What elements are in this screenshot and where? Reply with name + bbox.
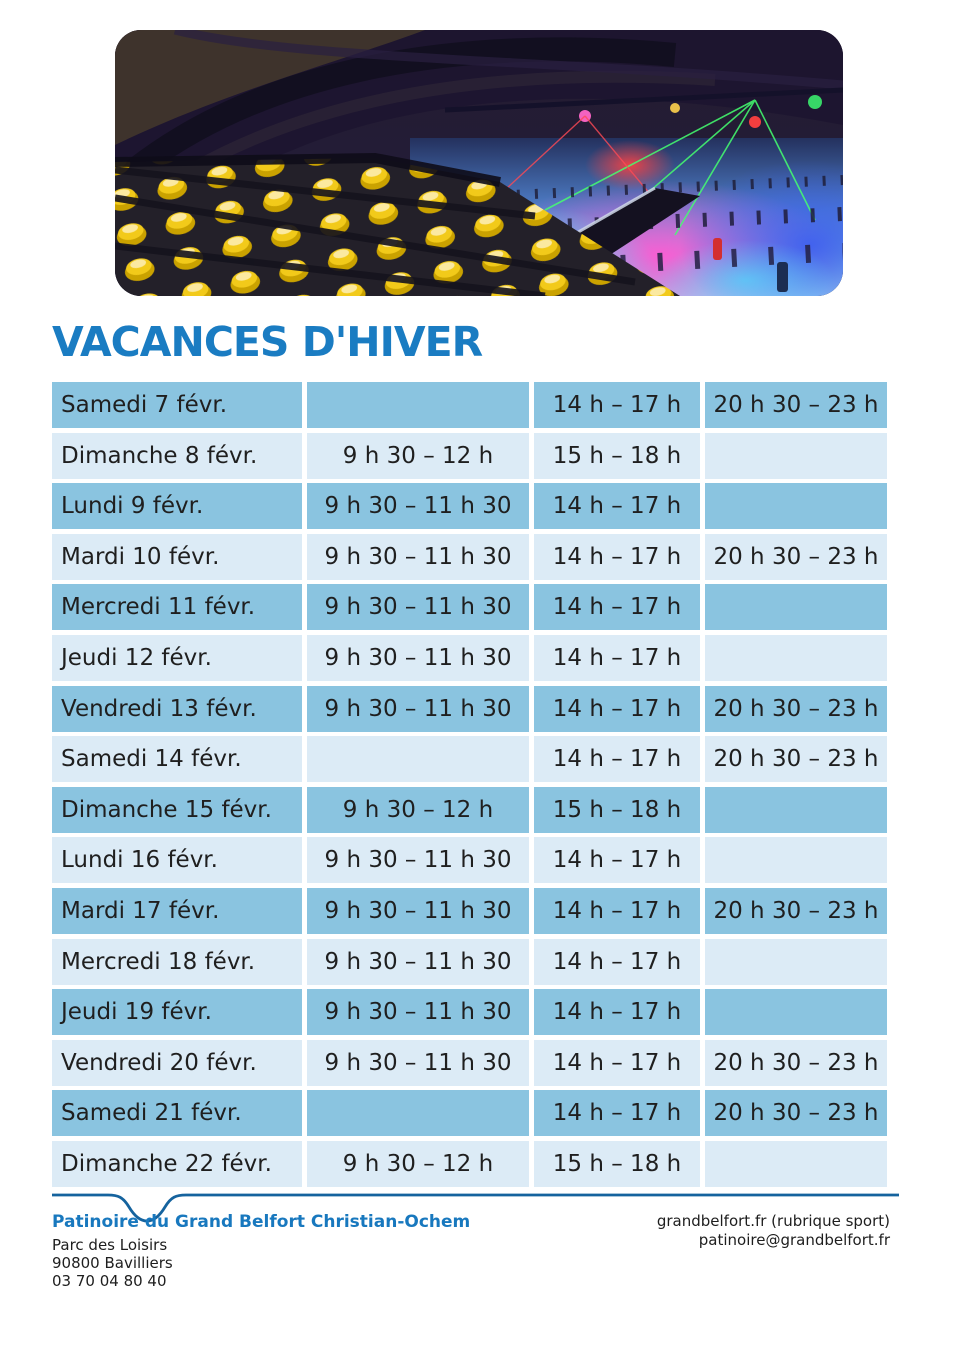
schedule-cell-evening: [705, 837, 887, 884]
schedule-cell-morning: 9 h 30 – 11 h 30: [307, 533, 529, 580]
schedule-cell-morning: 9 h 30 – 12 h: [307, 1140, 529, 1187]
footer-divider-line: [52, 1193, 899, 1223]
ice-rink-photo: [115, 30, 843, 296]
schedule-cell-evening: [705, 432, 887, 479]
schedule-cell-evening: [705, 483, 887, 530]
schedule-cell-evening: [705, 584, 887, 631]
schedule-row: Dimanche 8 févr. 9 h 30 – 12 h 15 h – 18 h: [52, 432, 887, 479]
schedule-cell-afternoon: 14 h – 17 h: [534, 887, 700, 934]
schedule-cell-morning: [307, 382, 529, 428]
red-spotlight: [749, 116, 761, 128]
schedule-row: Vendredi 20 févr. 9 h 30 – 11 h 30 14 h – …: [52, 1039, 887, 1086]
schedule-cell-afternoon: 14 h – 17 h: [534, 989, 700, 1036]
schedule-cell-date: Dimanche 8 févr.: [52, 432, 302, 479]
ice-rink-photo-art: [115, 30, 843, 296]
schedule-cell-evening: [705, 634, 887, 681]
schedule-cell-morning: 9 h 30 – 11 h 30: [307, 938, 529, 985]
schedule-cell-afternoon: 14 h – 17 h: [534, 1090, 700, 1137]
schedule-cell-morning: 9 h 30 – 11 h 30: [307, 1039, 529, 1086]
schedule-cell-afternoon: 14 h – 17 h: [534, 634, 700, 681]
address-line-2: 90800 Bavilliers: [52, 1254, 173, 1273]
footer-contact-block: grandbelfort.fr (rubrique sport) patinoi…: [657, 1212, 890, 1250]
schedule-cell-date: Samedi 7 févr.: [52, 382, 302, 428]
schedule-cell-evening: [705, 989, 887, 1036]
schedule-row: Mardi 17 févr. 9 h 30 – 11 h 30 14 h – 17 …: [52, 887, 887, 934]
phone-number: 03 70 04 80 40: [52, 1272, 167, 1291]
schedule-cell-afternoon: 14 h – 17 h: [534, 533, 700, 580]
schedule-cell-date: Vendredi 13 févr.: [52, 685, 302, 732]
schedule-cell-afternoon: 14 h – 17 h: [534, 584, 700, 631]
schedule-row: Mercredi 11 févr. 9 h 30 – 11 h 30 14 h – …: [52, 584, 887, 631]
schedule-cell-afternoon: 14 h – 17 h: [534, 837, 700, 884]
schedule-cell-morning: 9 h 30 – 11 h 30: [307, 837, 529, 884]
schedule-cell-morning: 9 h 30 – 11 h 30: [307, 685, 529, 732]
schedule-cell-morning: 9 h 30 – 12 h: [307, 432, 529, 479]
light-truss: [444, 87, 843, 113]
schedule-cell-date: Lundi 9 févr.: [52, 483, 302, 530]
schedule-row: Lundi 9 févr. 9 h 30 – 11 h 30 14 h – 17 h: [52, 483, 887, 530]
schedule-cell-morning: [307, 736, 529, 783]
concrete-vault: [115, 30, 425, 145]
schedule-cell-date: Mardi 17 févr.: [52, 887, 302, 934]
schedule-cell-date: Jeudi 12 févr.: [52, 634, 302, 681]
schedule-cell-date: Mercredi 18 févr.: [52, 938, 302, 985]
schedule-cell-afternoon: 15 h – 18 h: [534, 786, 700, 833]
schedule-cell-afternoon: 14 h – 17 h: [534, 685, 700, 732]
schedule-cell-date: Samedi 21 févr.: [52, 1090, 302, 1137]
schedule-cell-date: Mardi 10 févr.: [52, 533, 302, 580]
schedule-cell-evening: [705, 938, 887, 985]
schedule-cell-morning: 9 h 30 – 11 h 30: [307, 887, 529, 934]
schedule-cell-date: Dimanche 22 févr.: [52, 1140, 302, 1187]
schedule-row: Samedi 14 févr. 14 h – 17 h 20 h 30 – 23 h: [52, 736, 887, 783]
schedule-cell-evening: [705, 786, 887, 833]
schedule-cell-afternoon: 14 h – 17 h: [534, 736, 700, 783]
schedule-cell-morning: 9 h 30 – 11 h 30: [307, 584, 529, 631]
footer-venue-block: Patinoire du Grand Belfort Christian-Och…: [52, 1212, 470, 1291]
schedule-cell-afternoon: 14 h – 17 h: [534, 382, 700, 428]
schedule-cell-date: Lundi 16 févr.: [52, 837, 302, 884]
schedule-row: Vendredi 13 févr. 9 h 30 – 11 h 30 14 h – …: [52, 685, 887, 732]
schedule-row: Jeudi 19 févr. 9 h 30 – 11 h 30 14 h – 17 …: [52, 989, 887, 1036]
email-address: patinoire@grandbelfort.fr: [698, 1231, 890, 1250]
venue-name: Patinoire du Grand Belfort Christian-Och…: [52, 1212, 471, 1232]
schedule-row: Jeudi 12 févr. 9 h 30 – 11 h 30 14 h – 17 …: [52, 634, 887, 681]
schedule-cell-morning: 9 h 30 – 11 h 30: [307, 989, 529, 1036]
schedule-cell-date: Mercredi 11 févr.: [52, 584, 302, 631]
schedule-cell-afternoon: 14 h – 17 h: [534, 483, 700, 530]
schedule-cell-date: Samedi 14 févr.: [52, 736, 302, 783]
schedule-cell-evening: 20 h 30 – 23 h: [705, 1039, 887, 1086]
schedule-cell-date: Dimanche 15 févr.: [52, 786, 302, 833]
schedule-row: Mardi 10 févr. 9 h 30 – 11 h 30 14 h – 17 …: [52, 533, 887, 580]
schedule-cell-afternoon: 15 h – 18 h: [534, 1140, 700, 1187]
schedule-cell-evening: 20 h 30 – 23 h: [705, 382, 887, 428]
schedule-cell-afternoon: 14 h – 17 h: [534, 1039, 700, 1086]
schedule-cell-evening: 20 h 30 – 23 h: [705, 736, 887, 783]
schedule-cell-morning: [307, 1090, 529, 1137]
website-url: grandbelfort.fr (rubrique sport): [656, 1212, 890, 1230]
schedule-cell-afternoon: 14 h – 17 h: [534, 938, 700, 985]
schedule-cell-evening: 20 h 30 – 23 h: [705, 533, 887, 580]
schedule-row: Dimanche 15 févr. 9 h 30 – 12 h 15 h – 18 …: [52, 786, 887, 833]
schedule-cell-morning: 9 h 30 – 11 h 30: [307, 634, 529, 681]
schedule-cell-evening: 20 h 30 – 23 h: [705, 685, 887, 732]
schedule-row: Dimanche 22 févr. 9 h 30 – 12 h 15 h – 18 …: [52, 1140, 887, 1187]
schedule-row: Samedi 21 févr. 14 h – 17 h 20 h 30 – 23 h: [52, 1090, 887, 1137]
address-line-1: Parc des Loisirs: [52, 1235, 168, 1254]
schedule-cell-morning: 9 h 30 – 12 h: [307, 786, 529, 833]
schedule-row: Lundi 16 févr. 9 h 30 – 11 h 30 14 h – 17 …: [52, 837, 887, 884]
schedule-cell-evening: 20 h 30 – 23 h: [705, 1090, 887, 1137]
schedule-cell-evening: 20 h 30 – 23 h: [705, 887, 887, 934]
stand-walkways: [115, 166, 636, 296]
schedule-cell-morning: 9 h 30 – 11 h 30: [307, 483, 529, 530]
schedule-row: Mercredi 18 févr. 9 h 30 – 11 h 30 14 h – …: [52, 938, 887, 985]
schedule-cell-date: Jeudi 19 févr.: [52, 989, 302, 1036]
page-title: VACANCES D'HIVER: [52, 318, 483, 366]
schedule-cell-evening: [705, 1140, 887, 1187]
schedule-cell-date: Vendredi 20 févr.: [52, 1039, 302, 1086]
schedule-row: Samedi 7 févr. 14 h – 17 h 20 h 30 – 23 h: [52, 382, 887, 428]
schedule-cell-afternoon: 15 h – 18 h: [534, 432, 700, 479]
green-spotlight: [808, 95, 822, 109]
